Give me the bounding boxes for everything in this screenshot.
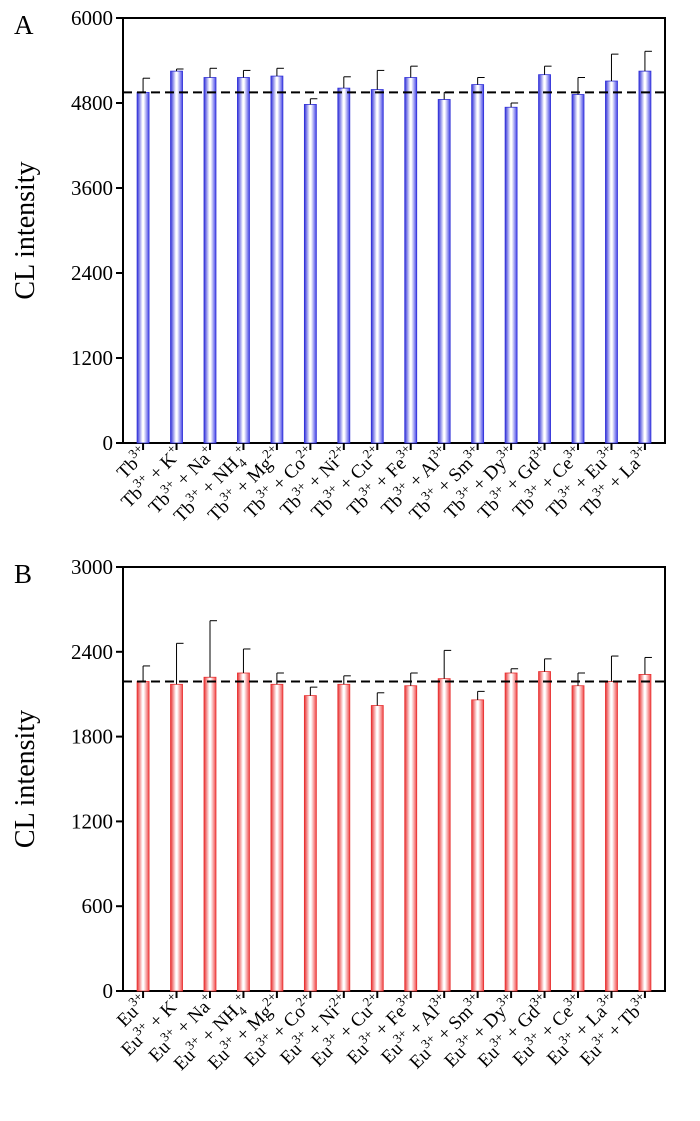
panel-b-bar bbox=[270, 683, 284, 992]
panel-a-bar bbox=[270, 75, 284, 444]
panel-a-ytick-label: 2400 bbox=[71, 261, 113, 285]
panel-b-plot-frame bbox=[122, 566, 666, 992]
panel-b-bar bbox=[471, 699, 485, 992]
panel-b-bar bbox=[303, 695, 317, 992]
panel-b-bar bbox=[136, 681, 150, 992]
panel-b-ytick-label: 1200 bbox=[71, 809, 113, 833]
panel-a-ytick-label: 0 bbox=[103, 431, 114, 455]
panel-b-bar bbox=[237, 672, 250, 992]
panel-a-label: A bbox=[14, 10, 34, 40]
panel-a-bar bbox=[638, 70, 652, 444]
panel-b-label: B bbox=[14, 559, 32, 589]
panel-a-bar bbox=[571, 94, 585, 444]
panel-b-bar bbox=[203, 676, 217, 992]
panel-a-ytick-label: 1200 bbox=[71, 346, 113, 370]
panel-b-ytick-label: 3000 bbox=[71, 555, 113, 579]
panel-a-bar bbox=[170, 70, 183, 444]
panel-b-ytick-label: 2400 bbox=[71, 640, 113, 664]
panel-a-plot-frame bbox=[122, 17, 666, 444]
panel-a-bar bbox=[504, 106, 518, 444]
panel-b-ytick-label: 1800 bbox=[71, 725, 113, 749]
panel-b-y-axis-title: CL intensity bbox=[10, 710, 41, 848]
panel-a-bar bbox=[203, 77, 217, 444]
panel-a-bar bbox=[404, 77, 418, 444]
panel-a-bar bbox=[437, 99, 451, 444]
panel-b-bar bbox=[437, 678, 451, 992]
panel-b-bar bbox=[605, 681, 618, 992]
panel-a-bar bbox=[237, 77, 250, 444]
panel-a-bar bbox=[136, 91, 150, 444]
panel-a-bar bbox=[337, 87, 351, 444]
panel-b-ytick-label: 600 bbox=[82, 894, 114, 918]
panel-b-bar bbox=[638, 674, 652, 992]
panel-a-bar bbox=[538, 74, 551, 444]
panel-b-bar bbox=[404, 685, 418, 992]
panel-a-ytick-label: 4800 bbox=[71, 91, 113, 115]
panel-b-bar bbox=[170, 683, 183, 992]
panel-a-ytick-label: 3600 bbox=[71, 176, 113, 200]
panel-b-bar bbox=[571, 685, 585, 992]
panel-a-bar bbox=[303, 104, 317, 444]
panel-b-bar bbox=[370, 705, 384, 992]
panel-a-bar bbox=[370, 89, 384, 444]
panel-b-bar bbox=[504, 672, 518, 992]
panel-a-bar bbox=[471, 84, 485, 444]
panel-a-ytick-label: 6000 bbox=[71, 6, 113, 30]
panel-a-bar bbox=[605, 80, 618, 444]
panel-b-ytick-label: 0 bbox=[103, 979, 114, 1003]
panel-b-category-label: Eu3+ + Co2+ bbox=[238, 989, 320, 1071]
panel-a-y-axis-title: CL intensity bbox=[10, 161, 41, 299]
panel-b-bar bbox=[538, 671, 551, 992]
panel-b-bar bbox=[337, 683, 351, 992]
